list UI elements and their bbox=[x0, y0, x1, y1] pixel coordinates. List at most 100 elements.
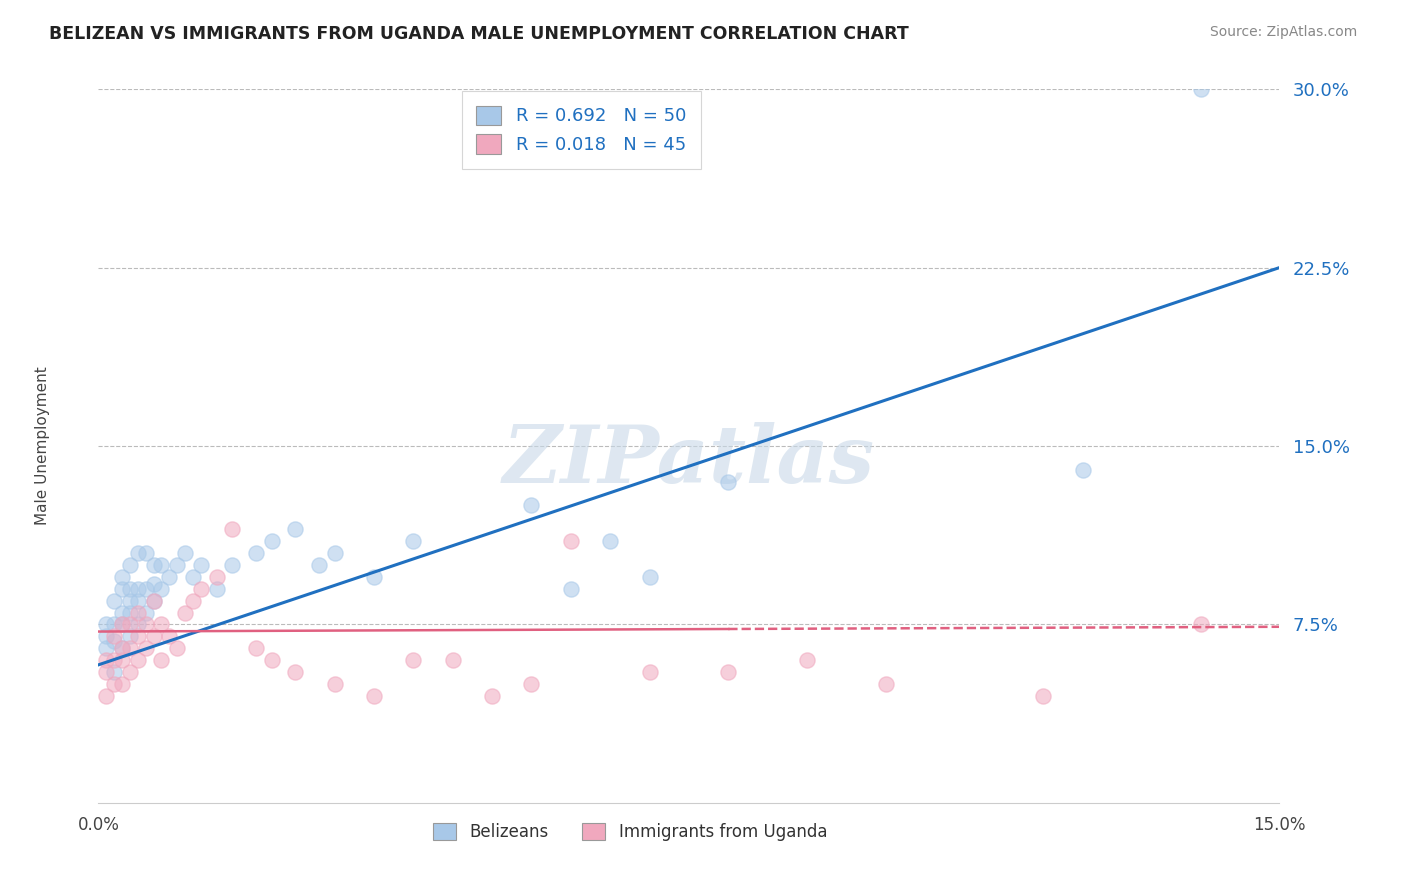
Point bbox=[221, 558, 243, 572]
Point bbox=[103, 677, 125, 691]
Point bbox=[638, 665, 661, 679]
Point bbox=[103, 665, 125, 679]
Point bbox=[111, 641, 134, 656]
Point bbox=[599, 534, 621, 549]
Point bbox=[135, 546, 157, 560]
Point bbox=[560, 534, 582, 549]
Point bbox=[284, 665, 307, 679]
Point bbox=[560, 582, 582, 596]
Point bbox=[103, 593, 125, 607]
Point bbox=[308, 558, 330, 572]
Point bbox=[103, 653, 125, 667]
Legend: Belizeans, Immigrants from Uganda: Belizeans, Immigrants from Uganda bbox=[426, 816, 834, 848]
Point bbox=[96, 641, 118, 656]
Point bbox=[1189, 82, 1212, 96]
Point bbox=[142, 629, 165, 643]
Point bbox=[174, 546, 197, 560]
Point bbox=[245, 546, 267, 560]
Point bbox=[221, 522, 243, 536]
Point bbox=[166, 641, 188, 656]
Point bbox=[323, 677, 346, 691]
Point bbox=[638, 570, 661, 584]
Point bbox=[1032, 689, 1054, 703]
Point bbox=[111, 606, 134, 620]
Point bbox=[96, 665, 118, 679]
Point bbox=[111, 582, 134, 596]
Point bbox=[1189, 617, 1212, 632]
Point bbox=[127, 546, 149, 560]
Point bbox=[441, 653, 464, 667]
Point bbox=[118, 593, 141, 607]
Point bbox=[520, 677, 543, 691]
Point bbox=[796, 653, 818, 667]
Point bbox=[150, 653, 173, 667]
Point bbox=[118, 582, 141, 596]
Point bbox=[127, 593, 149, 607]
Point bbox=[205, 582, 228, 596]
Point bbox=[150, 558, 173, 572]
Point bbox=[260, 653, 283, 667]
Point bbox=[111, 641, 134, 656]
Text: BELIZEAN VS IMMIGRANTS FROM UGANDA MALE UNEMPLOYMENT CORRELATION CHART: BELIZEAN VS IMMIGRANTS FROM UGANDA MALE … bbox=[49, 25, 908, 43]
Text: ZIPatlas: ZIPatlas bbox=[503, 422, 875, 499]
Point bbox=[142, 558, 165, 572]
Point bbox=[111, 677, 134, 691]
Point bbox=[118, 629, 141, 643]
Point bbox=[157, 570, 180, 584]
Point bbox=[717, 665, 740, 679]
Point bbox=[323, 546, 346, 560]
Point bbox=[150, 617, 173, 632]
Text: Source: ZipAtlas.com: Source: ZipAtlas.com bbox=[1209, 25, 1357, 39]
Point bbox=[166, 558, 188, 572]
Point bbox=[245, 641, 267, 656]
Point bbox=[96, 689, 118, 703]
Point bbox=[127, 606, 149, 620]
Point bbox=[190, 558, 212, 572]
Point bbox=[118, 641, 141, 656]
Point bbox=[142, 593, 165, 607]
Point bbox=[135, 606, 157, 620]
Point bbox=[157, 629, 180, 643]
Point bbox=[127, 582, 149, 596]
Point bbox=[96, 653, 118, 667]
Point bbox=[181, 570, 204, 584]
Point bbox=[111, 617, 134, 632]
Point bbox=[481, 689, 503, 703]
Point bbox=[520, 499, 543, 513]
Point bbox=[127, 629, 149, 643]
Point bbox=[118, 665, 141, 679]
Point bbox=[111, 617, 134, 632]
Point bbox=[118, 558, 141, 572]
Point bbox=[190, 582, 212, 596]
Point bbox=[127, 653, 149, 667]
Point bbox=[111, 653, 134, 667]
Y-axis label: Male Unemployment: Male Unemployment bbox=[35, 367, 51, 525]
Point bbox=[260, 534, 283, 549]
Point bbox=[103, 629, 125, 643]
Point bbox=[875, 677, 897, 691]
Point bbox=[103, 634, 125, 648]
Point bbox=[118, 606, 141, 620]
Point bbox=[111, 570, 134, 584]
Point bbox=[135, 641, 157, 656]
Point bbox=[96, 617, 118, 632]
Point bbox=[96, 629, 118, 643]
Point bbox=[174, 606, 197, 620]
Point bbox=[142, 577, 165, 591]
Point bbox=[205, 570, 228, 584]
Point bbox=[127, 617, 149, 632]
Point bbox=[363, 689, 385, 703]
Point bbox=[135, 582, 157, 596]
Point bbox=[150, 582, 173, 596]
Point bbox=[402, 534, 425, 549]
Point bbox=[1071, 463, 1094, 477]
Point bbox=[717, 475, 740, 489]
Point bbox=[402, 653, 425, 667]
Point bbox=[135, 617, 157, 632]
Point bbox=[181, 593, 204, 607]
Point bbox=[103, 617, 125, 632]
Point bbox=[284, 522, 307, 536]
Point bbox=[363, 570, 385, 584]
Point bbox=[118, 617, 141, 632]
Point bbox=[142, 593, 165, 607]
